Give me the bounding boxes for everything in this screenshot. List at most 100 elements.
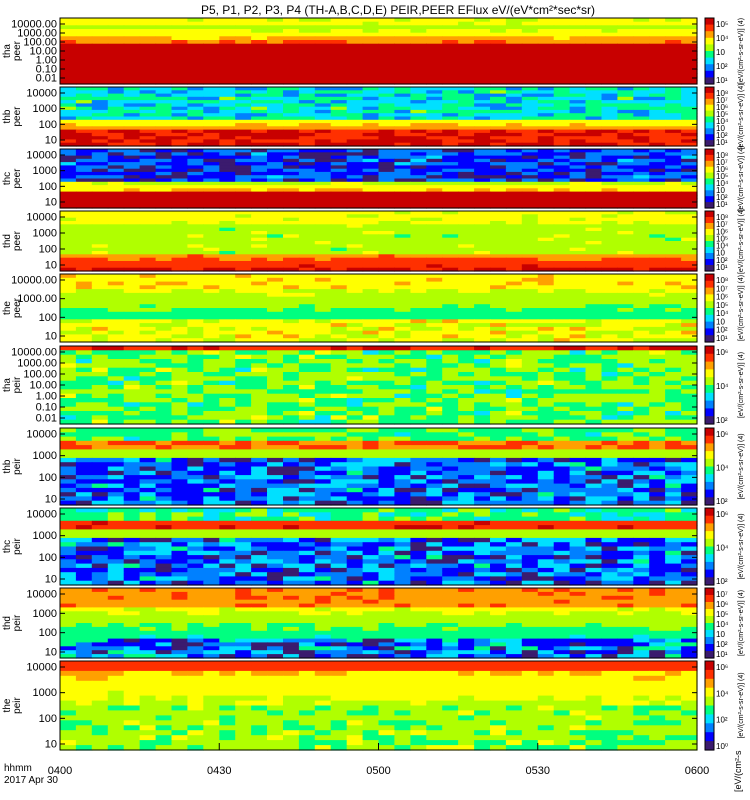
- heatmap-cell: [506, 47, 523, 51]
- heatmap-cell: [108, 244, 125, 248]
- heatmap-cell: [235, 428, 252, 433]
- heatmap-cell: [410, 308, 427, 312]
- heatmap-cell: [458, 254, 475, 258]
- heatmap-cell: [394, 359, 411, 364]
- heatmap-cell: [442, 432, 459, 437]
- heatmap-cell: [156, 289, 173, 293]
- heatmap-cell: [156, 73, 173, 77]
- heatmap-cell: [156, 368, 173, 373]
- heatmap-cell: [267, 308, 284, 312]
- heatmap-cell: [156, 415, 173, 420]
- heatmap-cell: [410, 18, 427, 22]
- heatmap-cell: [602, 289, 619, 293]
- heatmap-cell: [586, 264, 603, 268]
- heatmap-cell: [219, 274, 236, 278]
- heatmap-cell: [649, 407, 666, 412]
- heatmap-cell: [633, 214, 650, 218]
- heatmap-cell: [617, 376, 634, 381]
- heatmap-cell: [458, 47, 475, 51]
- heatmap-cell: [538, 445, 555, 450]
- heatmap-cell: [490, 372, 507, 377]
- heatmap-cell: [283, 29, 300, 33]
- heatmap-cell: [426, 300, 443, 304]
- heatmap-cell: [331, 449, 348, 454]
- heatmap-cell: [108, 29, 125, 33]
- heatmap-cell: [379, 244, 396, 248]
- heatmap-cell: [442, 36, 459, 40]
- heatmap-cell: [251, 445, 268, 450]
- heatmap-cell: [474, 458, 491, 463]
- heatmap-cell: [140, 323, 157, 327]
- heatmap-cell: [379, 51, 396, 55]
- heatmap-cell: [347, 36, 364, 40]
- heatmap-cell: [554, 454, 571, 459]
- heatmap-cell: [379, 36, 396, 40]
- heatmap-cell: [665, 346, 682, 351]
- heatmap-cell: [124, 274, 141, 278]
- heatmap-cell: [649, 372, 666, 377]
- heatmap-cell: [602, 51, 619, 55]
- heatmap-cell: [458, 449, 475, 454]
- heatmap-cell: [108, 368, 125, 373]
- colorbar-side-label: [eV/(cm²-s-sr-eV)] (4): [738, 83, 745, 149]
- heatmap-cell: [538, 398, 555, 403]
- heatmap-cell: [506, 385, 523, 390]
- heatmap-cell: [379, 437, 396, 442]
- heatmap-cell: [203, 304, 220, 308]
- heatmap-cell: [315, 415, 332, 420]
- heatmap-cell: [490, 36, 507, 40]
- heatmap-cell: [235, 29, 252, 33]
- heatmap-cell: [76, 51, 93, 55]
- heatmap-cell: [474, 73, 491, 77]
- heatmap-cell: [187, 289, 204, 293]
- heatmap-cell: [474, 394, 491, 399]
- heatmap-cell: [602, 449, 619, 454]
- heatmap-cell: [108, 402, 125, 407]
- heatmap-cell: [235, 389, 252, 394]
- heatmap-cell: [92, 323, 109, 327]
- heatmap-cell: [426, 312, 443, 316]
- heatmap-cell: [347, 293, 364, 297]
- heatmap-cell: [490, 289, 507, 293]
- heatmap-cell: [315, 274, 332, 278]
- heatmap-cell: [410, 51, 427, 55]
- heatmap-cell: [474, 278, 491, 282]
- heatmap-cell: [649, 274, 666, 278]
- heatmap-cell: [203, 234, 220, 238]
- heatmap-cell: [124, 407, 141, 412]
- heatmap-cell: [522, 441, 539, 446]
- heatmap-cell: [124, 264, 141, 268]
- heatmap-cell: [570, 334, 587, 338]
- heatmap-cell: [108, 312, 125, 316]
- heatmap-cell: [203, 350, 220, 355]
- heatmap-cell: [251, 36, 268, 40]
- heatmap-cell: [649, 47, 666, 51]
- heatmap-cell: [442, 327, 459, 331]
- heatmap-cell: [394, 327, 411, 331]
- heatmap-cell: [586, 363, 603, 368]
- heatmap-cell: [124, 415, 141, 420]
- heatmap-cell: [379, 293, 396, 297]
- heatmap-cell: [172, 389, 189, 394]
- heatmap-cell: [363, 285, 380, 289]
- heatmap-cell: [92, 372, 109, 377]
- heatmap-cell: [124, 214, 141, 218]
- heatmap-cell: [649, 454, 666, 459]
- heatmap-cell: [379, 62, 396, 66]
- heatmap-cell: [187, 454, 204, 459]
- heatmap-cell: [108, 278, 125, 282]
- heatmap-cell: [267, 73, 284, 77]
- heatmap-cell: [347, 381, 364, 386]
- heatmap-cell: [172, 376, 189, 381]
- heatmap-cell: [108, 458, 125, 463]
- heatmap-cell: [347, 441, 364, 446]
- heatmap-cell: [522, 214, 539, 218]
- heatmap-cell: [108, 18, 125, 22]
- heatmap-cell: [554, 289, 571, 293]
- heatmap-cell: [172, 300, 189, 304]
- heatmap-cell: [633, 62, 650, 66]
- heatmap-cell: [235, 278, 252, 282]
- heatmap-cell: [442, 411, 459, 416]
- heatmap-cell: [92, 346, 109, 351]
- heatmap-cell: [586, 389, 603, 394]
